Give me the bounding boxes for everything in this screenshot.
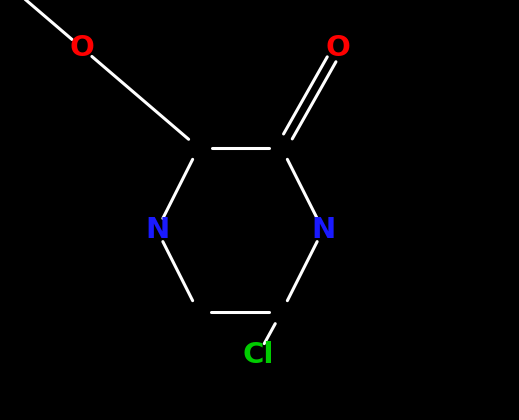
Text: N: N (145, 216, 169, 244)
Text: N: N (311, 216, 335, 244)
Text: O: O (70, 34, 94, 62)
Text: Cl: Cl (242, 341, 274, 369)
Text: O: O (325, 34, 350, 62)
